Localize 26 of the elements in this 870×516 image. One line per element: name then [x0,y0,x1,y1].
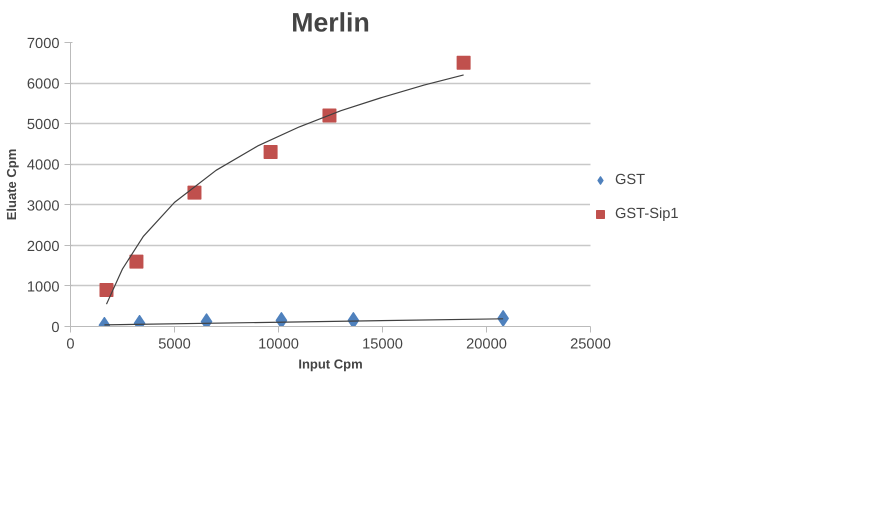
x-tick-label: 15000 [362,336,403,352]
y-tick-label: 6000 [26,76,60,93]
x-tick-label: 10000 [258,336,299,352]
x-tick-label: 0 [66,336,75,352]
x-axis-title: Input Cpm [298,356,363,372]
point [99,282,114,297]
y-tick-label: 5000 [26,117,60,134]
point [497,310,509,326]
y-tick-label: 4000 [26,158,60,174]
legend-label: GST-Sip1 [615,206,679,222]
x-tick-label: 20000 [466,336,507,352]
point [187,186,202,200]
y-tick-label: 1000 [26,279,60,296]
line-series [106,74,464,305]
legend-label: GST [615,172,646,188]
y-tick-label: 2000 [26,238,60,255]
point [456,56,471,70]
point [264,145,278,160]
y-tick-label: 7000 [26,36,60,52]
y-tick-label: 0 [51,320,60,336]
y-tick-label: 3000 [26,198,60,214]
x-tick-label: 25000 [570,336,611,352]
y-axis-title: Eluate Cpm [4,148,19,220]
point [129,254,144,269]
x-tick-label: 5000 [158,336,191,352]
chart-title: Merlin [291,8,370,38]
